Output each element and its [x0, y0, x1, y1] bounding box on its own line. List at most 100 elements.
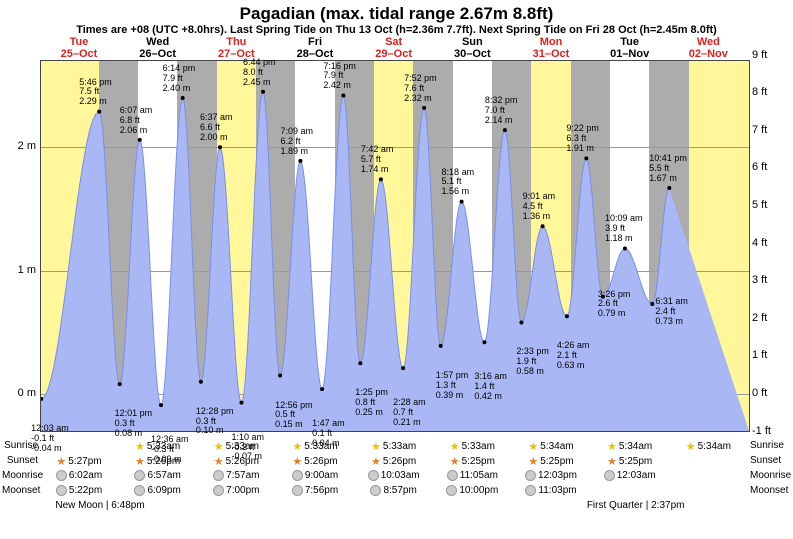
tide-label: 6:14 pm7.9 ft2.40 m — [163, 64, 196, 94]
moon-icon — [292, 485, 303, 496]
row-label: Sunset — [750, 455, 788, 466]
moon-icon — [292, 470, 303, 481]
day-header: Wed02–Nov — [669, 36, 747, 60]
sunset-icon: ★ — [450, 455, 460, 468]
tide-label: 10:41 pm5.5 ft1.67 m — [649, 154, 687, 184]
row-sunset: SunsetSunset★5:27pm★5:26pm★5:26pm★5:26pm… — [40, 455, 748, 470]
moon-icon — [134, 485, 145, 496]
time-cell: ★5:33am — [355, 440, 433, 453]
day-name: Tue — [620, 36, 639, 48]
y-tick-ft: 0 ft — [752, 387, 767, 399]
tide-label: 12:01 pm0.3 ft0.08 m — [115, 409, 153, 439]
tide-label: 4:26 am2.1 ft0.63 m — [557, 341, 590, 371]
tide-label: 3:16 am1.4 ft0.42 m — [474, 372, 507, 402]
row-sunrise: SunriseSunrise★5:33am★5:33am★5:33am★5:33… — [40, 440, 748, 455]
day-date: 26–Oct — [139, 48, 176, 60]
time-cell: ★5:26pm — [276, 455, 354, 468]
y-tick-m: 2 m — [0, 140, 36, 152]
day-header: Sun30–Oct — [433, 36, 511, 60]
time-cell: 11:05am — [433, 470, 511, 481]
tide-label: 9:22 pm6.3 ft1.91 m — [566, 124, 599, 154]
moonphase-label: First Quarter | 2:37pm — [571, 500, 701, 511]
tide-label: 3:26 pm2.6 ft0.79 m — [598, 290, 631, 320]
plot-area: 12:03 am-0.1 ft-0.04 m5:46 pm7.5 ft2.29 … — [40, 60, 750, 432]
day-date: 30–Oct — [454, 48, 491, 60]
y-tick-ft: 9 ft — [752, 49, 767, 61]
time-cell: 10:03am — [355, 470, 433, 481]
time-cell: ★5:25pm — [433, 455, 511, 468]
time-cell: ★5:33am — [119, 440, 197, 453]
y-tick-ft: 7 ft — [752, 124, 767, 136]
time-cell: ★5:34am — [591, 440, 669, 453]
tide-label: 6:44 pm8.0 ft2.45 m — [243, 58, 276, 88]
day-header: Wed26–Oct — [119, 36, 197, 60]
moon-icon — [213, 485, 224, 496]
moon-icon — [213, 470, 224, 481]
sunset-icon: ★ — [528, 455, 538, 468]
day-name: Wed — [697, 36, 720, 48]
moon-icon — [56, 470, 67, 481]
row-label: Sunrise — [2, 440, 38, 451]
tide-label: 6:31 am2.4 ft0.73 m — [655, 297, 688, 327]
y-tick-ft: 3 ft — [752, 274, 767, 286]
sunset-icon: ★ — [56, 455, 66, 468]
y-tick-ft: 4 ft — [752, 237, 767, 249]
time-cell: 6:09pm — [119, 485, 197, 496]
day-date: 29–Oct — [375, 48, 412, 60]
time-cell: 12:03pm — [512, 470, 590, 481]
row-moonrise: MoonriseMoonrise6:02am6:57am7:57am9:00am… — [40, 470, 748, 485]
day-header: Fri28–Oct — [276, 36, 354, 60]
time-cell: 5:22pm — [40, 485, 118, 496]
time-cell: ★5:34am — [512, 440, 590, 453]
time-cell: ★5:27pm — [40, 455, 118, 468]
tide-label: 7:09 am6.2 ft1.89 m — [280, 127, 313, 157]
sun-icon: ★ — [686, 440, 696, 453]
time-cell: ★5:33am — [276, 440, 354, 453]
y-tick-ft: 2 ft — [752, 312, 767, 324]
chart-subtitle: Times are +08 (UTC +8.0hrs). Last Spring… — [0, 24, 793, 36]
sun-icon: ★ — [528, 440, 538, 453]
moon-icon — [134, 470, 145, 481]
time-cell: 7:56pm — [276, 485, 354, 496]
tide-label: 2:28 am0.7 ft0.21 m — [393, 398, 426, 428]
time-cell: 7:57am — [197, 470, 275, 481]
sun-icon: ★ — [371, 440, 381, 453]
sun-icon: ★ — [214, 440, 224, 453]
time-cell: ★5:26pm — [197, 455, 275, 468]
moon-icon — [447, 470, 458, 481]
sunset-icon: ★ — [371, 455, 381, 468]
time-cell: ★5:26pm — [119, 455, 197, 468]
y-tick-ft: 6 ft — [752, 161, 767, 173]
day-date: 31–Oct — [533, 48, 570, 60]
time-cell: 12:03am — [591, 470, 669, 481]
time-cell: ★5:26pm — [355, 455, 433, 468]
tide-label: 10:09 am3.9 ft1.18 m — [605, 214, 643, 244]
tide-label: 2:33 pm1.9 ft0.58 m — [516, 347, 549, 377]
row-moonphase: New Moon | 6:48pmFirst Quarter | 2:37pm — [40, 500, 748, 514]
time-cell: ★5:33am — [433, 440, 511, 453]
row-label: Moonrise — [750, 470, 788, 481]
time-cell: ★5:34am — [669, 440, 747, 453]
moon-icon — [368, 470, 379, 481]
sunset-icon: ★ — [607, 455, 617, 468]
sunset-icon: ★ — [292, 455, 302, 468]
day-name: Tue — [70, 36, 89, 48]
chart-title: Pagadian (max. tidal range 2.67m 8.8ft) — [0, 4, 793, 24]
moon-icon — [604, 470, 615, 481]
y-tick-ft: 5 ft — [752, 199, 767, 211]
sunset-icon: ★ — [135, 455, 145, 468]
tide-label: 12:28 pm0.3 ft0.10 m — [196, 407, 234, 437]
tide-label: 6:37 am6.6 ft2.00 m — [200, 113, 233, 143]
time-cell: ★5:33am — [197, 440, 275, 453]
row-moonset: MoonsetMoonset5:22pm6:09pm7:00pm7:56pm8:… — [40, 485, 748, 500]
day-name: Fri — [308, 36, 322, 48]
tide-label: 9:01 am4.5 ft1.36 m — [523, 192, 556, 222]
tide-label: 7:52 pm7.6 ft2.32 m — [404, 74, 437, 104]
day-header: Tue01–Nov — [591, 36, 669, 60]
row-label: Moonset — [2, 485, 38, 496]
moon-icon — [446, 485, 457, 496]
tide-label: 5:46 pm7.5 ft2.29 m — [79, 78, 112, 108]
day-header: Sat29–Oct — [355, 36, 433, 60]
time-cell: ★5:25pm — [512, 455, 590, 468]
row-label: Sunset — [2, 455, 38, 466]
